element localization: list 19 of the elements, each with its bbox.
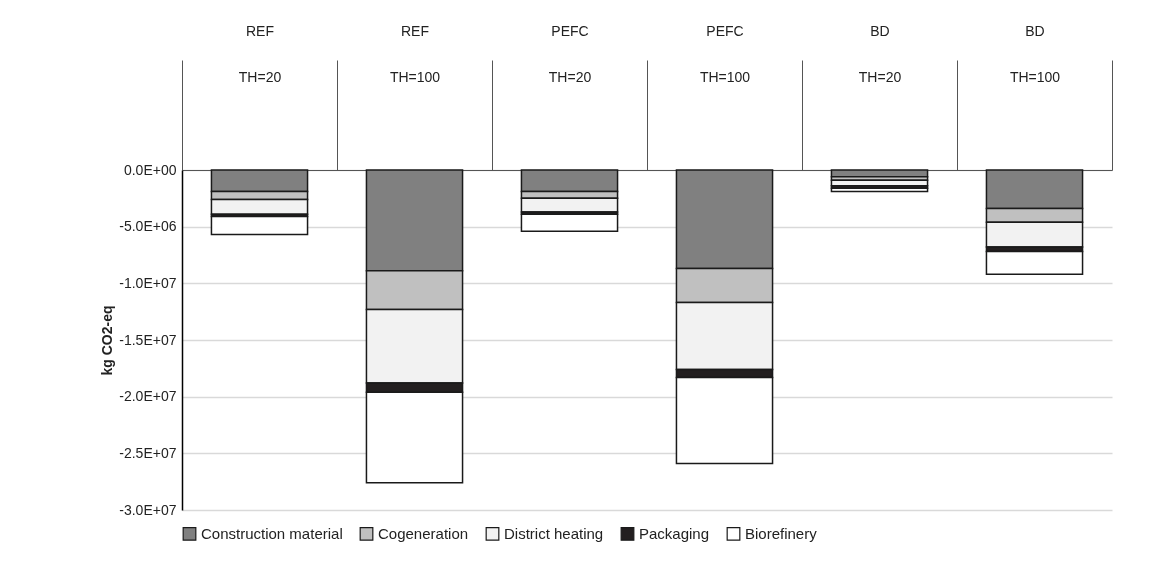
category-label: REF TH=20 <box>238 22 282 85</box>
category-label: REF TH=100 <box>389 22 441 85</box>
y-tick-label: -2.5E+07 <box>119 444 177 461</box>
category-label: PEFC TH=20 <box>548 22 592 85</box>
y-tick-label: -3.0E+07 <box>119 501 177 518</box>
category-label: BD TH=20 <box>858 22 902 85</box>
y-tick-label: -1.5E+07 <box>119 331 177 348</box>
legend-label: Biorefinery <box>745 524 818 542</box>
y-axis-title: kg CO2-eq <box>99 305 116 376</box>
y-tick-label: -1.0E+07 <box>119 274 177 291</box>
legend-label: District heating <box>504 524 604 542</box>
legend-label: Construction material <box>201 524 343 542</box>
legend-label: Cogeneration <box>378 524 469 542</box>
category-label: PEFC TH=100 <box>699 22 751 85</box>
y-tick-label: 0.0E+00 <box>123 161 177 178</box>
category-label: BD TH=100 <box>1009 22 1061 85</box>
y-tick-label: -5.0E+06 <box>119 218 177 235</box>
legend-label: Packaging <box>639 524 710 542</box>
y-tick-label: -2.0E+07 <box>119 388 177 405</box>
